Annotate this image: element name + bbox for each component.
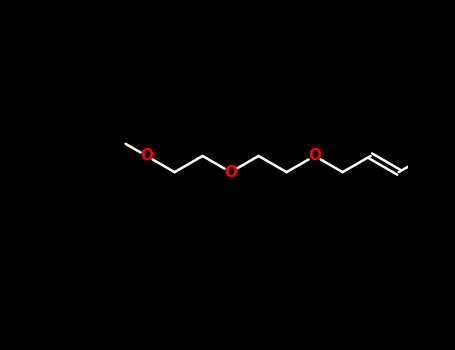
Text: O: O <box>140 148 153 163</box>
Text: O: O <box>224 164 237 180</box>
Text: O: O <box>308 148 321 163</box>
